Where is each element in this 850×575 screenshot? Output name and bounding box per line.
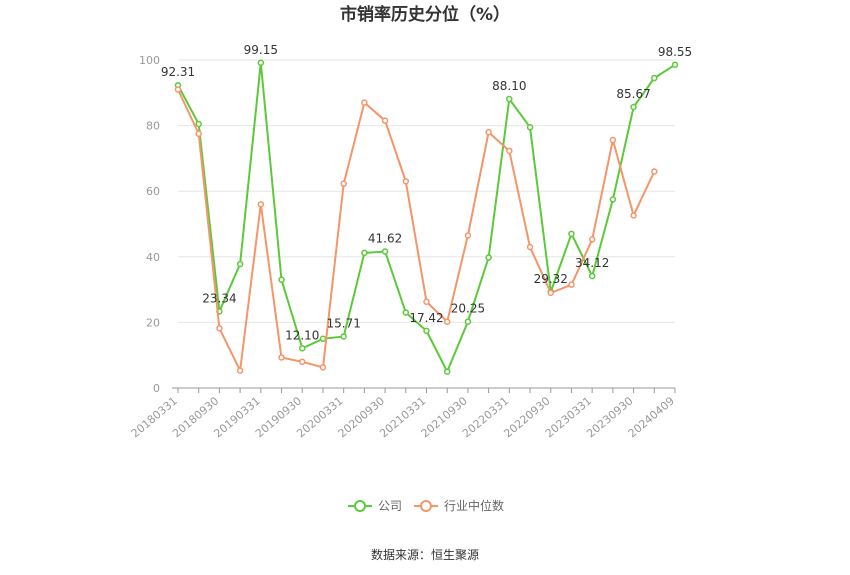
data-point xyxy=(340,333,347,340)
data-point xyxy=(630,212,637,219)
y-tick-label: 60 xyxy=(146,185,160,198)
data-label: 92.31 xyxy=(161,65,195,79)
data-point xyxy=(236,367,244,374)
data-point xyxy=(485,128,492,136)
data-point xyxy=(443,368,451,375)
data-label: 29.32 xyxy=(534,272,568,286)
data-point xyxy=(443,318,451,325)
data-point xyxy=(464,318,472,325)
data-label: 99.15 xyxy=(244,43,278,57)
y-tick-label: 40 xyxy=(146,251,160,264)
data-point xyxy=(671,61,679,69)
data-point xyxy=(485,254,492,261)
data-point xyxy=(526,243,534,251)
data-label: 85.67 xyxy=(616,87,650,101)
legend-marker xyxy=(420,500,432,512)
data-point xyxy=(174,86,182,93)
data-point xyxy=(195,130,202,138)
data-point xyxy=(299,358,306,366)
data-label: 17.42 xyxy=(409,311,443,325)
data-point xyxy=(464,232,472,239)
legend-label: 公司 xyxy=(378,499,402,513)
data-label: 20.25 xyxy=(451,302,485,316)
data-point xyxy=(568,281,575,288)
data-label: 41.62 xyxy=(368,231,402,245)
data-point xyxy=(588,236,596,243)
data-point xyxy=(340,180,347,187)
data-point xyxy=(361,99,368,106)
data-point xyxy=(216,325,223,332)
data-point xyxy=(319,364,327,371)
data-point xyxy=(506,95,513,103)
legend-label: 行业中位数 xyxy=(444,498,504,513)
y-tick-label: 80 xyxy=(146,120,160,133)
data-label: 88.10 xyxy=(492,79,526,93)
legend-marker xyxy=(354,500,366,512)
data-label: 23.34 xyxy=(202,291,236,305)
data-point xyxy=(568,230,575,238)
data-label: 34.12 xyxy=(575,256,609,270)
y-tick-label: 20 xyxy=(146,316,160,329)
data-point xyxy=(588,272,596,280)
legend-item-company[interactable]: 公司 xyxy=(348,499,402,513)
data-point xyxy=(609,196,617,203)
data-point xyxy=(609,136,617,144)
data-point xyxy=(547,289,554,297)
data-label: 98.55 xyxy=(658,45,692,59)
data-point xyxy=(278,276,285,284)
data-labels: 92.31 23.34 99.15 12.10 15.71 41.62 17.42 20.25… xyxy=(161,43,692,343)
legend-item-industry-median[interactable]: 行业中位数 xyxy=(414,498,504,513)
data-point xyxy=(278,354,285,361)
data-point xyxy=(651,74,658,82)
x-tick-label: 20240409 xyxy=(626,394,677,440)
data-point xyxy=(651,168,658,175)
series-layer xyxy=(174,59,679,375)
series-line-industry-median xyxy=(177,89,656,375)
data-point xyxy=(630,103,637,111)
data-point xyxy=(361,249,368,257)
data-point xyxy=(526,123,534,131)
data-point xyxy=(423,327,430,335)
gridlines xyxy=(178,59,675,323)
legend[interactable]: 公司 行业中位数 xyxy=(348,498,504,513)
data-point xyxy=(195,120,202,128)
data-point xyxy=(423,298,430,305)
chart-title: 市销率历史分位（%） xyxy=(340,4,510,25)
data-label: 12.10 xyxy=(285,328,319,342)
data-point xyxy=(402,178,410,185)
data-point xyxy=(257,59,265,67)
data-label: 15.71 xyxy=(326,316,360,330)
data-point xyxy=(319,335,327,343)
data-source: 数据来源：恒生聚源 xyxy=(371,547,479,562)
y-tick-label: 0 xyxy=(153,382,160,395)
y-tick-label: 100 xyxy=(139,54,160,67)
series-line-company xyxy=(177,62,676,374)
data-point xyxy=(381,248,389,255)
data-point xyxy=(381,117,389,124)
data-point xyxy=(236,260,244,268)
data-point xyxy=(257,201,265,208)
data-point xyxy=(402,309,410,316)
data-point xyxy=(299,345,306,352)
data-point xyxy=(506,147,513,155)
